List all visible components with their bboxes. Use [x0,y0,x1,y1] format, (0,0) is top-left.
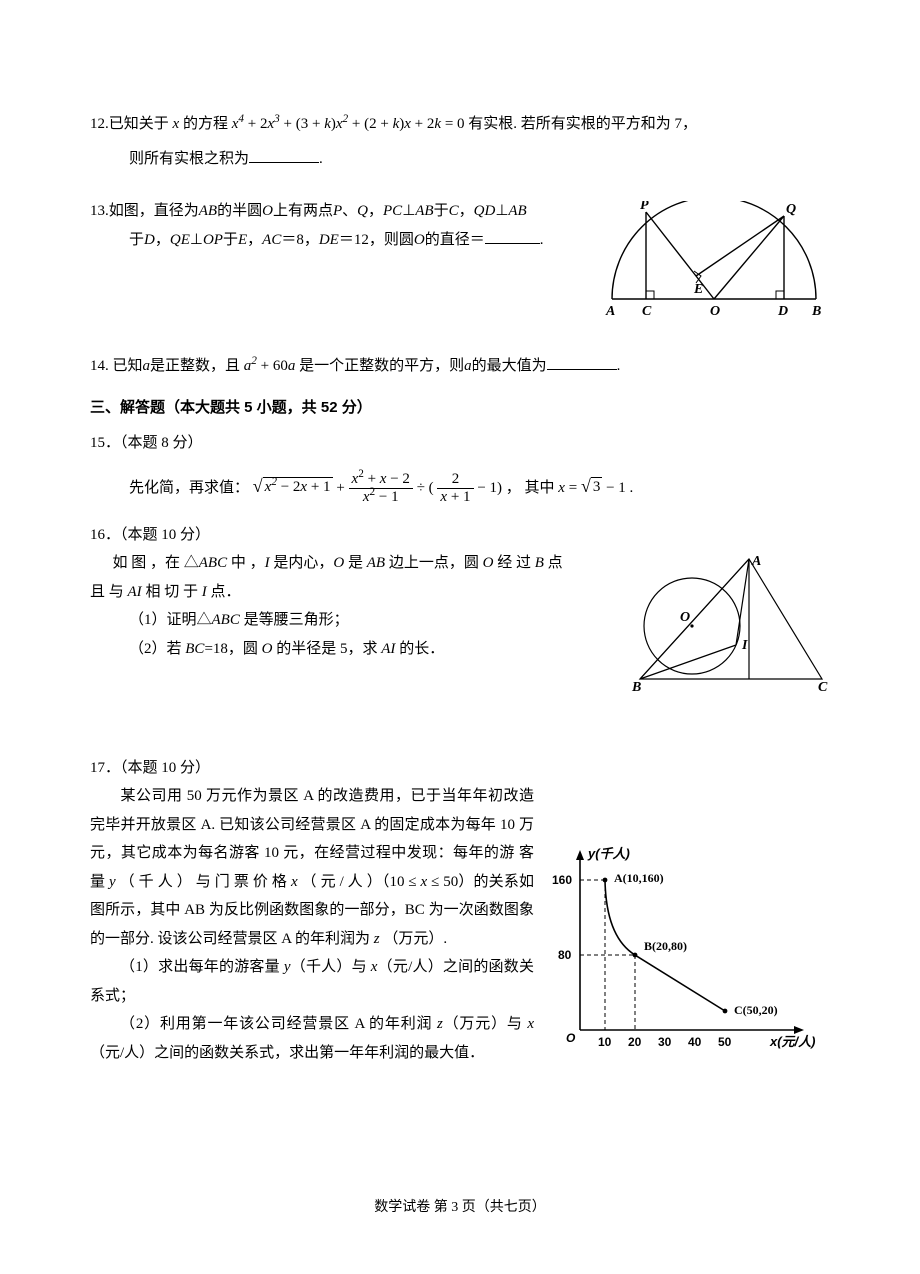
q14-num: 14. [90,358,109,374]
q13-svg: A C E O D B P Q [598,201,830,321]
q17-ylabel: y(千人) [587,846,630,861]
q17-xtick-30: 30 [658,1035,672,1049]
q12-t3: 有实根. 若所有实根的平方和为 7， [465,116,698,132]
q14-line: 14. 已知a是正整数，且 a2 + 60a 是一个正整数的平方，则a的最大值为… [90,352,830,381]
q13-label-E: E [693,282,703,297]
q17-svg: y(千人) x(元/人) O 160 80 10 20 30 40 50 A(1… [550,842,830,1062]
q17-xtick-20: 20 [628,1035,642,1049]
q17-xtick-10: 10 [598,1035,612,1049]
q16-header: 16．（本题 10 分） [90,521,830,550]
q16-figure: A B C I O [630,553,830,704]
q17-xlabel: x(元/人) [769,1034,816,1049]
section-3-title: 三、解答题（本大题共 5 小题，共 52 分） [90,394,830,423]
q13-label-Q: Q [786,202,796,217]
q13-label-A: A [605,304,615,319]
q17-pt-A: A(10,160) [614,871,664,885]
q15-sqrt: √x2 − 2x + 1 [253,477,333,496]
q15-body: 先化简，再求值： √x2 − 2x + 1 + x2 + x − 2 x2 − … [90,471,830,507]
q15-frac2: 2 x + 1 [437,471,473,507]
question-17: 17．（本题 10 分） [90,754,830,1077]
q13-label-P: P [640,201,649,213]
q13-label-C: C [642,304,652,319]
q12-t1: 已知关于 [109,116,173,132]
q12-line1: 12.已知关于 x 的方程 x4 + 2x3 + (3 + k)x2 + (2 … [90,110,830,139]
q12-line2: 则所有实根之积为. [90,145,830,174]
question-13: A C E O D B P Q 13.如图，直径为AB的半圆O上有两点P、Q，P… [90,197,830,336]
q17-chart: y(千人) x(元/人) O 160 80 10 20 30 40 50 A(1… [550,842,830,1073]
q12-eqn: x4 + 2x3 + (3 + k)x2 + (2 + k)x + 2k = 0 [232,116,465,132]
q15-frac1: x2 + x − 2 x2 − 1 [349,471,413,507]
q13-num: 13. [90,203,109,219]
q17-xtick-40: 40 [688,1035,702,1049]
page: 12.已知关于 x 的方程 x4 + 2x3 + (3 + k)x2 + (2 … [0,0,920,1274]
q17-origin: O [566,1031,576,1045]
q12-blank [249,147,319,163]
question-12: 12.已知关于 x 的方程 x4 + 2x3 + (3 + k)x2 + (2 … [90,110,830,173]
q17-header: 17．（本题 10 分） [90,754,830,783]
q16-svg: A B C I O [630,553,830,693]
q13-label-B: B [811,304,821,319]
q12-num: 12. [90,116,109,132]
question-15: 15．（本题 8 分） 先化简，再求值： √x2 − 2x + 1 + x2 +… [90,429,830,507]
q13-figure: A C E O D B P Q [598,201,830,332]
q17-pt-C: C(50,20) [734,1003,778,1017]
question-16: 16．（本题 10 分） A B C I O [90,521,830,708]
q14-blank [547,354,617,370]
q15-header: 15．（本题 8 分） [90,429,830,458]
q16-label-A: A [751,554,761,569]
page-footer: 数学试卷 第 3 页（共七页） [0,1195,920,1222]
q12-period: . [319,151,323,167]
q13-label-D: D [777,304,788,319]
question-14: 14. 已知a是正整数，且 a2 + 60a 是一个正整数的平方，则a的最大值为… [90,352,830,381]
q13-label-O: O [710,304,720,319]
q12-t4: 则所有实根之积为 [129,151,249,167]
q16-label-I: I [741,638,748,653]
q16-label-C: C [818,680,828,693]
q16-label-O: O [680,610,690,625]
q17-xtick-50: 50 [718,1035,732,1049]
q13-blank [485,228,540,244]
q17-ytick-160: 160 [552,873,572,887]
q17-pt-B: B(20,80) [644,939,687,953]
q16-label-B: B [631,680,641,693]
q12-t2: 的方程 [179,116,232,132]
q17-ytick-80: 80 [558,948,572,962]
